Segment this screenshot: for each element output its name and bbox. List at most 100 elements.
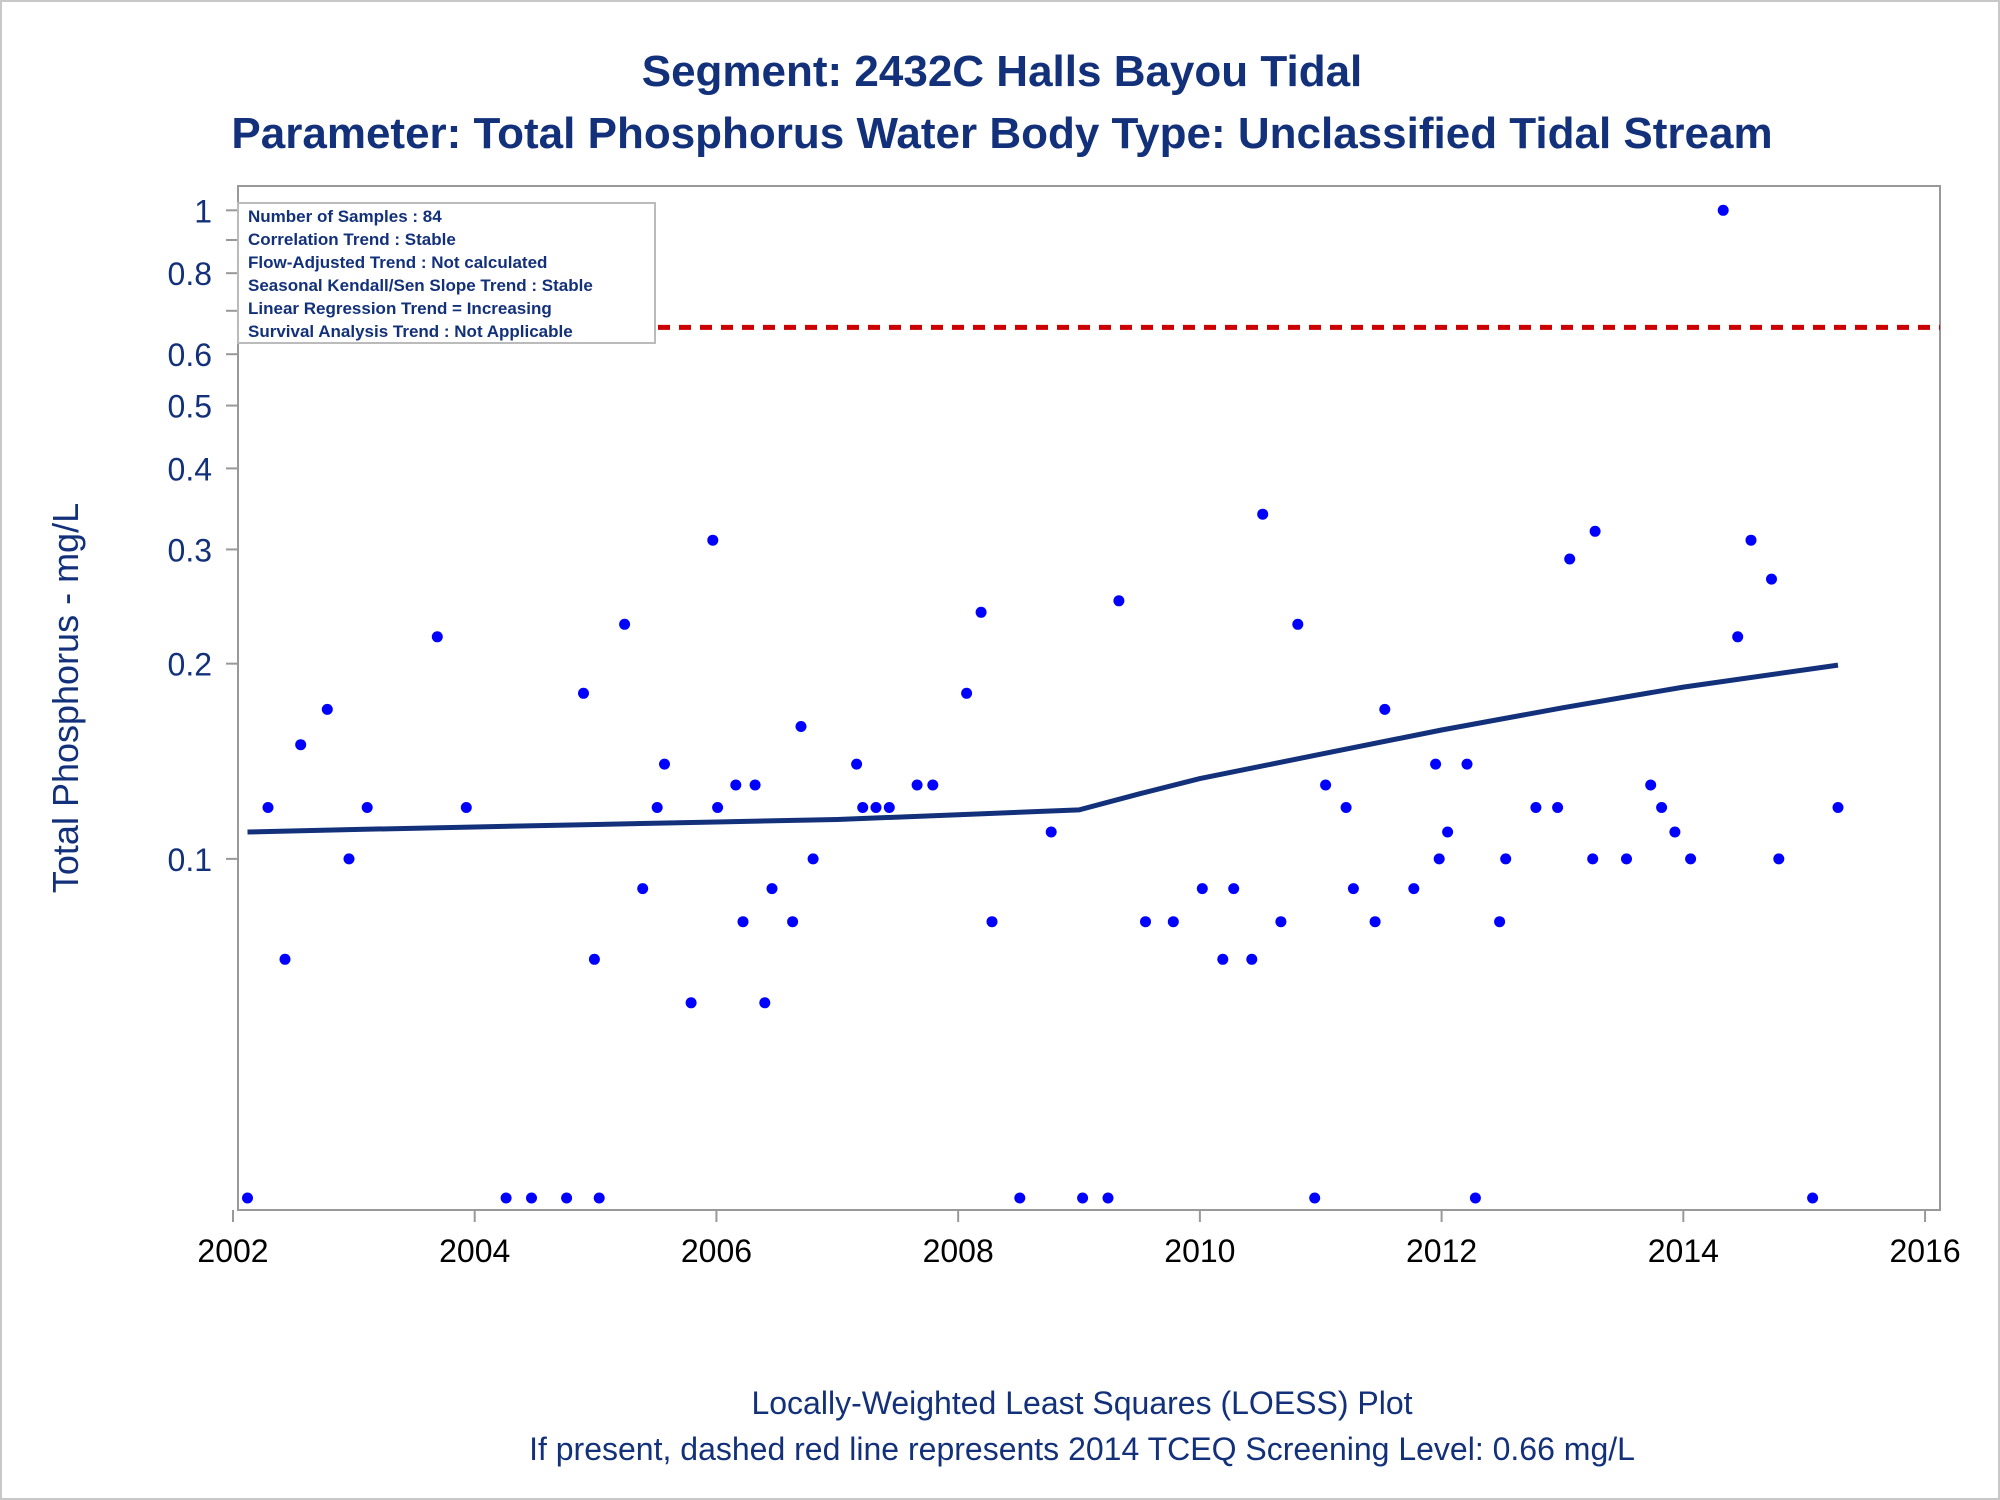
y-tick-label: 0.6 [168, 337, 212, 373]
x-tick-label: 2016 [1889, 1233, 1960, 1269]
data-point [749, 779, 761, 791]
data-point [526, 1192, 537, 1204]
data-point [857, 802, 869, 813]
y-axis: 1 0.8 0.6 0.5 0.4 0.3 0.2 0.1 [168, 193, 238, 878]
data-point [1732, 631, 1744, 643]
data-point [1045, 826, 1057, 838]
y-axis-label: Total Phosphorus - mg/L [45, 503, 86, 893]
data-point [1433, 853, 1445, 865]
x-tick-label: 2008 [923, 1233, 994, 1269]
data-point [637, 883, 649, 895]
data-point [1745, 534, 1757, 546]
data-point [1773, 853, 1785, 865]
data-point [1669, 826, 1681, 838]
x-axis: 2002 2004 2006 2008 2010 2012 2014 2016 [197, 1210, 1961, 1269]
x-tick-label: 2002 [197, 1233, 268, 1269]
data-point [1500, 853, 1512, 865]
inset-line-flow: Flow-Adjusted Trend : Not calculated [248, 253, 547, 272]
loess-line [247, 662, 1839, 835]
data-point [1246, 953, 1258, 965]
data-point [1196, 883, 1208, 895]
loess-curve [247, 662, 1839, 835]
plot-area [237, 185, 1941, 1211]
y-tick-label: 0.5 [168, 389, 212, 425]
data-point [712, 802, 724, 813]
x-tick-label: 2012 [1406, 1233, 1477, 1269]
data-point [279, 953, 291, 965]
data-point [1257, 508, 1269, 520]
data-point [1530, 802, 1542, 813]
data-point [961, 687, 973, 699]
data-point [588, 953, 600, 965]
data-point [1408, 883, 1420, 895]
data-point [578, 687, 589, 699]
data-point [1832, 802, 1844, 813]
data-point [911, 779, 923, 791]
inset-line-samples: Number of Samples : 84 [248, 207, 442, 226]
y-tick-label: 0.2 [168, 647, 212, 683]
data-point [561, 1192, 573, 1204]
data-point [1275, 916, 1287, 928]
data-point [1552, 802, 1564, 813]
data-point [1461, 758, 1473, 770]
data-point [361, 802, 373, 813]
data-point [807, 853, 819, 865]
data-point [1292, 618, 1304, 630]
y-tick-label: 0.1 [168, 842, 212, 878]
data-point [1685, 853, 1697, 865]
data-point [1077, 1192, 1089, 1204]
data-point [593, 1192, 605, 1204]
data-point [1430, 758, 1442, 770]
data-point [1717, 204, 1729, 216]
x-tick-label: 2014 [1648, 1233, 1719, 1269]
data-point [343, 853, 355, 865]
data-points [242, 204, 1844, 1204]
data-point [1369, 916, 1381, 928]
data-point [1167, 916, 1179, 928]
data-point [1645, 779, 1657, 791]
data-point [262, 802, 274, 813]
data-point [651, 802, 663, 813]
data-point [1564, 553, 1576, 565]
data-point [1347, 883, 1359, 895]
inset-box: Number of Samples : 84 Correlation Trend… [237, 202, 656, 344]
data-point [1442, 826, 1454, 838]
data-point [1807, 1192, 1819, 1204]
data-point [1379, 703, 1391, 715]
data-point [1340, 802, 1352, 813]
data-point [685, 997, 697, 1009]
data-point [737, 916, 749, 928]
inset-line-survival: Survival Analysis Trend : Not Applicable [248, 322, 573, 341]
data-point [975, 606, 987, 618]
data-point [659, 758, 670, 770]
data-point [295, 739, 307, 751]
data-point [759, 997, 771, 1009]
chart-subtitle: Parameter: Total Phosphorus Water Body T… [231, 109, 1772, 158]
data-point [795, 721, 807, 732]
y-tick-label: 1 [194, 193, 212, 229]
data-point [1766, 573, 1777, 585]
data-point [766, 883, 778, 895]
inset-box-frame [237, 202, 656, 344]
x-tick-label: 2010 [1164, 1233, 1235, 1269]
data-point [242, 1192, 253, 1204]
y-tick-label: 0.8 [168, 256, 212, 292]
data-point [1656, 802, 1668, 813]
data-point [1102, 1192, 1114, 1204]
data-point [1587, 853, 1599, 865]
data-point [986, 916, 998, 928]
data-point [883, 802, 895, 813]
data-point [1113, 595, 1125, 607]
data-point [1140, 916, 1151, 928]
footer-line-2: If present, dashed red line represents 2… [529, 1431, 1635, 1467]
y-tick-label: 0.3 [168, 532, 212, 568]
data-point [707, 534, 719, 546]
data-point [730, 779, 742, 791]
inset-line-regression: Linear Regression Trend = Increasing [248, 299, 552, 318]
x-tick-label: 2004 [439, 1233, 510, 1269]
inset-line-correlation: Correlation Trend : Stable [248, 230, 456, 249]
chart-title: Segment: 2432C Halls Bayou Tidal [642, 47, 1363, 96]
data-point [321, 703, 333, 715]
